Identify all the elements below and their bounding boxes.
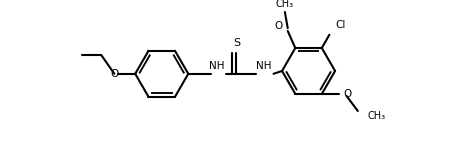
Text: O: O — [275, 21, 283, 31]
Text: NH: NH — [209, 61, 224, 71]
Text: CH₃: CH₃ — [276, 0, 294, 9]
Text: Cl: Cl — [335, 20, 345, 30]
Text: O: O — [110, 69, 118, 79]
Text: S: S — [233, 37, 240, 48]
Text: NH: NH — [256, 61, 272, 71]
Text: CH₃: CH₃ — [367, 111, 386, 121]
Text: O: O — [344, 89, 352, 99]
